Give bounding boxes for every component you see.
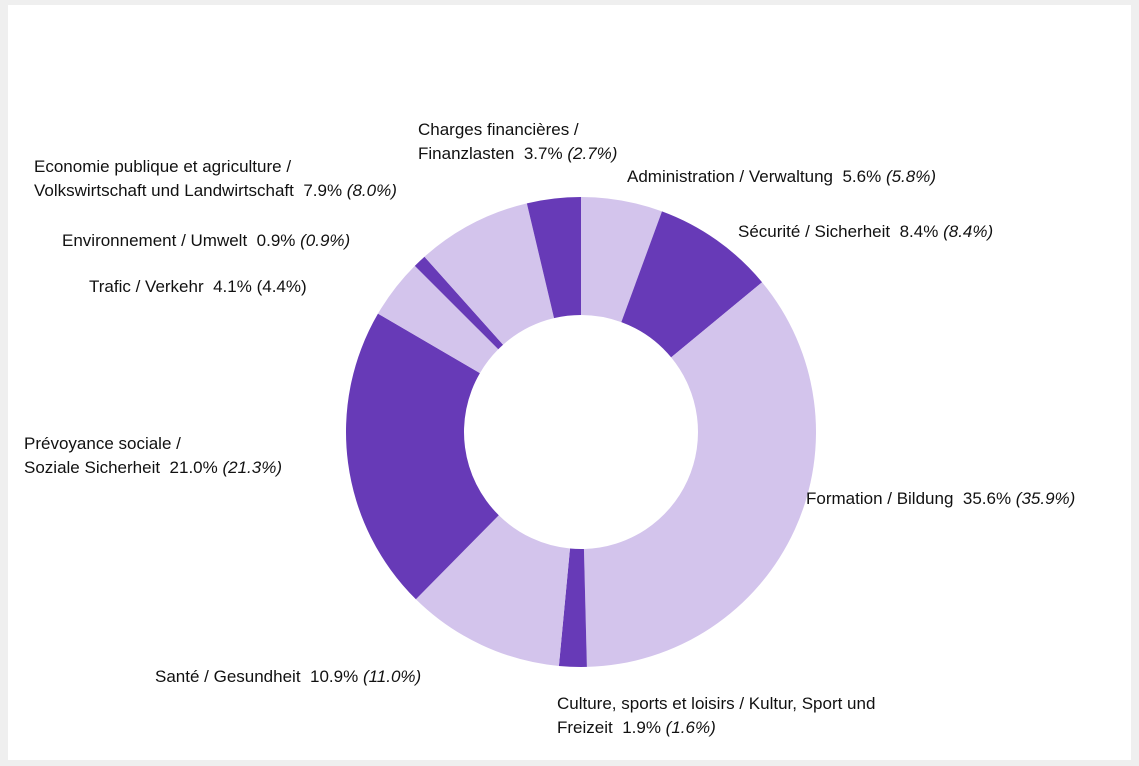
value-label: 35.6% — [962, 489, 1012, 508]
donut-segment — [346, 313, 499, 600]
prior-value-label: (8.4%) — [943, 222, 994, 241]
value-label: 4.1% — [213, 277, 252, 296]
prior-value-label: (35.9%) — [1015, 489, 1076, 508]
prior-value-label: (4.4%) — [256, 277, 307, 296]
value-label: 5.6% — [842, 167, 882, 186]
value-label: 8.4% — [899, 222, 939, 241]
prior-value-label: (5.8%) — [885, 167, 937, 186]
segment-label: Formation / Bildung 35.6% (35.9%) — [806, 487, 1075, 511]
prior-value-label: (8.0%) — [346, 181, 397, 200]
value-label: 3.7% — [523, 144, 563, 163]
category-name: Santé / Gesundheit — [155, 667, 301, 686]
category-name: Administration / Verwaltung — [627, 167, 833, 186]
donut-segment — [377, 265, 499, 374]
donut-segment — [424, 203, 555, 345]
prior-value-label: (2.7%) — [567, 144, 618, 163]
segment-label: Administration / Verwaltung 5.6% (5.8%) — [627, 165, 936, 189]
category-name: Charges financières / Finanzlasten — [418, 120, 579, 163]
value-label: 10.9% — [310, 667, 359, 686]
segment-label: Sécurité / Sicherheit 8.4% (8.4%) — [738, 220, 993, 244]
category-name: Prévoyance sociale / Soziale Sicherheit — [24, 434, 181, 477]
prior-value-label: (0.9%) — [300, 231, 351, 250]
prior-value-label: (1.6%) — [665, 718, 716, 737]
donut-segment — [581, 197, 662, 323]
donut-segment — [558, 548, 587, 667]
category-name: Formation / Bildung — [806, 489, 954, 508]
value-label: 0.9% — [256, 231, 296, 250]
segment-label: Trafic / Verkehr 4.1% (4.4%) — [89, 275, 307, 299]
donut-segment — [415, 515, 570, 666]
value-label: 21.0% — [169, 458, 218, 477]
category-name: Culture, sports et loisirs / Kultur, Spo… — [557, 694, 876, 737]
donut-segment — [621, 211, 763, 358]
category-name: Sécurité / Sicherheit — [738, 222, 891, 241]
segment-label: Charges financières / Finanzlasten 3.7% … — [418, 118, 617, 166]
category-name: Economie publique et agriculture / Volks… — [34, 157, 294, 200]
prior-value-label: (11.0%) — [362, 667, 422, 686]
category-name: Trafic / Verkehr — [89, 277, 204, 296]
prior-value-label: (21.3%) — [222, 458, 282, 477]
segment-label: Santé / Gesundheit 10.9% (11.0%) — [155, 665, 421, 689]
value-label: 7.9% — [303, 181, 343, 200]
donut-segment — [583, 282, 816, 667]
donut-segment — [526, 197, 581, 319]
segment-label: Prévoyance sociale / Soziale Sicherheit … — [24, 432, 282, 480]
category-name: Environnement / Umwelt — [62, 231, 248, 250]
segment-label: Environnement / Umwelt 0.9% (0.9%) — [62, 229, 350, 253]
segment-label: Culture, sports et loisirs / Kultur, Spo… — [557, 692, 875, 740]
segment-label: Economie publique et agriculture / Volks… — [34, 155, 397, 203]
donut-segment — [414, 256, 504, 350]
value-label: 1.9% — [622, 718, 661, 737]
